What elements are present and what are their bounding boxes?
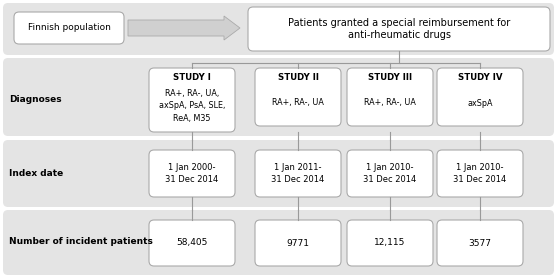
FancyBboxPatch shape xyxy=(255,68,341,126)
Text: 1 Jan 2011-
31 Dec 2014: 1 Jan 2011- 31 Dec 2014 xyxy=(271,163,325,184)
FancyArrow shape xyxy=(128,16,240,40)
Text: axSpA: axSpA xyxy=(467,98,493,107)
FancyBboxPatch shape xyxy=(149,68,235,132)
Text: RA+, RA-, UA,
axSpA, PsA, SLE,
ReA, M35: RA+, RA-, UA, axSpA, PsA, SLE, ReA, M35 xyxy=(159,89,225,123)
FancyBboxPatch shape xyxy=(3,58,554,136)
FancyBboxPatch shape xyxy=(248,7,550,51)
Text: 1 Jan 2000-
31 Dec 2014: 1 Jan 2000- 31 Dec 2014 xyxy=(165,163,219,184)
Text: 9771: 9771 xyxy=(286,239,310,247)
FancyBboxPatch shape xyxy=(149,220,235,266)
Text: Finnish population: Finnish population xyxy=(27,23,110,32)
FancyBboxPatch shape xyxy=(255,220,341,266)
FancyBboxPatch shape xyxy=(437,220,523,266)
Text: 1 Jan 2010-
31 Dec 2014: 1 Jan 2010- 31 Dec 2014 xyxy=(363,163,417,184)
FancyBboxPatch shape xyxy=(437,150,523,197)
Text: Index date: Index date xyxy=(9,169,63,177)
FancyBboxPatch shape xyxy=(347,220,433,266)
Text: RA+, RA-, UA: RA+, RA-, UA xyxy=(364,98,416,107)
FancyBboxPatch shape xyxy=(3,210,554,275)
FancyBboxPatch shape xyxy=(3,3,554,55)
Text: STUDY II: STUDY II xyxy=(277,73,319,83)
FancyBboxPatch shape xyxy=(149,150,235,197)
FancyBboxPatch shape xyxy=(347,150,433,197)
FancyBboxPatch shape xyxy=(3,140,554,207)
Text: STUDY III: STUDY III xyxy=(368,73,412,83)
Text: STUDY IV: STUDY IV xyxy=(458,73,502,83)
Text: 12,115: 12,115 xyxy=(374,239,405,247)
FancyBboxPatch shape xyxy=(347,68,433,126)
FancyBboxPatch shape xyxy=(14,12,124,44)
Text: STUDY I: STUDY I xyxy=(173,73,211,83)
Text: 1 Jan 2010-
31 Dec 2014: 1 Jan 2010- 31 Dec 2014 xyxy=(453,163,507,184)
Text: Number of incident patients: Number of incident patients xyxy=(9,237,153,247)
Text: RA+, RA-, UA: RA+, RA-, UA xyxy=(272,98,324,107)
FancyBboxPatch shape xyxy=(255,150,341,197)
Text: Diagnoses: Diagnoses xyxy=(9,95,62,104)
Text: Patients granted a special reimbursement for
anti-rheumatic drugs: Patients granted a special reimbursement… xyxy=(288,18,510,40)
FancyBboxPatch shape xyxy=(437,68,523,126)
Text: 58,405: 58,405 xyxy=(177,239,208,247)
Text: 3577: 3577 xyxy=(468,239,491,247)
